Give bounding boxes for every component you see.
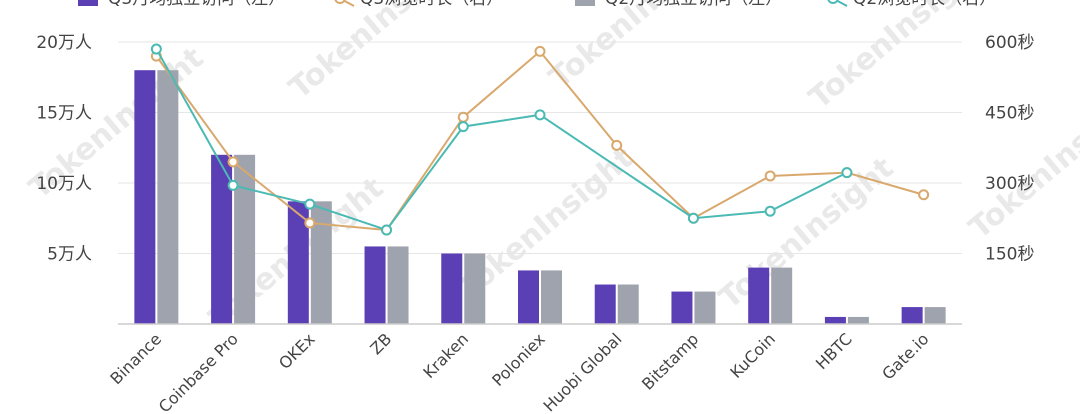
bar-q3-1: [211, 154, 233, 324]
legend-swatch-bar: [78, 0, 98, 6]
category-label: Bitstamp: [638, 329, 702, 393]
category-label: Binance: [106, 329, 165, 388]
bar-q3-2: [287, 201, 309, 324]
y-right-tick-label: 300秒: [985, 174, 1034, 194]
bar-q3-10: [901, 307, 923, 324]
point-q3-2: [304, 217, 316, 229]
bar-q2-5: [541, 270, 562, 324]
bar-q3-9: [824, 316, 846, 324]
legend-swatch-line: [833, 0, 848, 7]
bar-q3-8: [748, 267, 770, 324]
point-q2-1: [227, 179, 239, 191]
point-q3-10: [918, 189, 930, 201]
bar-q3-7: [671, 291, 693, 324]
bar-q3-5: [518, 270, 539, 324]
bar-q2-9: [847, 316, 869, 324]
category-label: KuCoin: [726, 329, 779, 382]
line-q3: [155, 49, 924, 232]
watermark-text: TokenInsight: [803, 0, 991, 116]
line-q2: [155, 48, 848, 232]
legend-swatch-marker: [827, 0, 839, 4]
category-label: Coinbase Pro: [155, 329, 242, 414]
y-left-tick-label: 20万人: [36, 33, 92, 53]
watermark-text: TokenInsight: [543, 0, 731, 96]
bars-layer: [134, 70, 946, 324]
point-q2-9: [841, 167, 853, 179]
category-label: Huobi Global: [540, 329, 626, 414]
category-label: Gate.io: [878, 329, 932, 383]
point-q2-5: [534, 109, 546, 121]
category-label: Kraken: [419, 329, 472, 382]
bar-q2-10: [924, 307, 946, 324]
bar-q2-3: [387, 246, 409, 324]
legend-label: Q2月均独立访问（左）: [605, 0, 782, 9]
bar-q2-1: [234, 154, 256, 324]
point-q2-7: [687, 212, 699, 224]
bar-q2-2: [310, 201, 332, 324]
point-q2-4: [457, 121, 469, 133]
legend-label: Q3浏览时长（右）: [360, 0, 503, 9]
watermark-text: TokenInsight: [713, 151, 901, 317]
y-right-tick-label: 600秒: [985, 33, 1034, 53]
axis-ticks: 5万人 10万人 15万人 20万人 150秒 300秒 450秒 600秒: [36, 33, 1034, 265]
legend-swatch-line: [340, 0, 355, 7]
bar-q2-6: [617, 284, 639, 324]
point-q2-3: [381, 224, 393, 236]
y-left-tick-label: 5万人: [47, 245, 92, 265]
point-q2-8: [764, 205, 776, 217]
bar-q3-3: [364, 246, 386, 324]
bar-q2-0: [157, 70, 179, 324]
legend: Q3月均独立访问（左） Q3浏览时长（右） Q2月均独立访问（左） Q2浏览时长（右）: [78, 0, 996, 9]
legend-swatch-marker: [334, 0, 346, 4]
bar-q3-6: [594, 284, 616, 324]
bar-q3-4: [441, 253, 463, 324]
lines-layer: [150, 43, 930, 236]
bar-q2-8: [771, 267, 793, 324]
point-q3-5: [534, 45, 546, 57]
y-right-tick-label: 450秒: [985, 104, 1034, 124]
category-label: Poloniex: [488, 329, 549, 390]
category-label: ZB: [366, 329, 395, 358]
y-left-tick-label: 15万人: [36, 104, 92, 124]
bar-q2-4: [464, 253, 486, 324]
point-q3-6: [611, 139, 623, 151]
point-q3-1: [227, 156, 239, 168]
point-q3-8: [764, 170, 776, 182]
point-q2-2: [304, 198, 316, 210]
bar-q3-0: [134, 70, 156, 324]
watermark-text: TokenInsight: [283, 0, 471, 106]
y-left-tick-label: 10万人: [36, 174, 92, 194]
category-label: OKEx: [275, 329, 319, 373]
legend-swatch-bar: [575, 0, 595, 6]
category-label: HBTC: [812, 329, 856, 373]
bar-q2-7: [694, 291, 716, 324]
legend-label: Q2浏览时长（右）: [853, 0, 996, 9]
y-right-tick-label: 150秒: [985, 245, 1034, 265]
legend-label: Q3月均独立访问（左）: [108, 0, 285, 9]
point-q2-0: [150, 43, 162, 55]
point-q3-4: [457, 111, 469, 123]
